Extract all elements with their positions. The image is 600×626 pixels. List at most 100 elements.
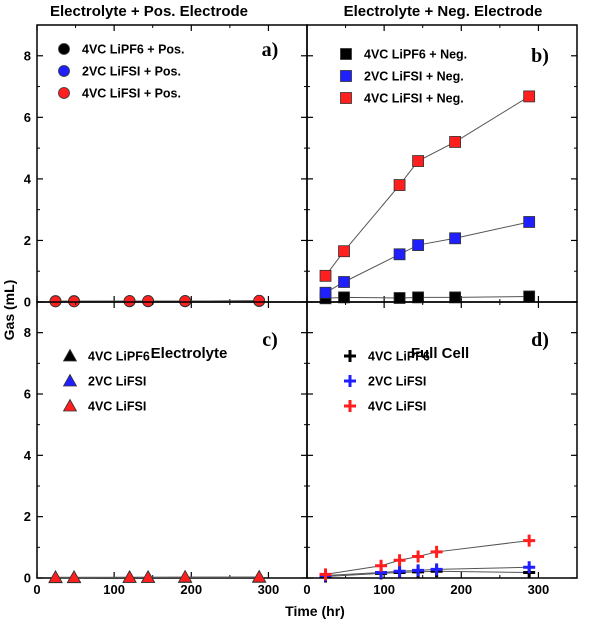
legend-entry: 4VC LiPF6 + Neg. — [340, 48, 467, 62]
legend-label: 2VC LiFSI — [368, 375, 426, 389]
panel-letter: c) — [262, 329, 278, 351]
data-point — [393, 554, 406, 567]
data-point — [393, 565, 406, 578]
panel-frame — [306, 301, 578, 579]
series-3 — [48, 569, 267, 583]
x-tick-label: 300 — [258, 582, 280, 597]
data-point — [449, 136, 462, 148]
panel-letter: a) — [262, 39, 279, 61]
legend-entry: 2VC LiFSI + Pos. — [58, 65, 181, 79]
data-point — [523, 534, 536, 547]
legend-label: 2VC LiFSI — [88, 375, 146, 389]
y-tick-label: 4 — [24, 448, 32, 463]
x-tick-label: 0 — [33, 582, 40, 597]
panel-title: Electrolyte — [151, 345, 228, 362]
data-point — [338, 291, 350, 304]
y-tick-label: 6 — [24, 387, 31, 402]
legend-marker — [58, 65, 70, 77]
data-point — [177, 569, 193, 583]
data-point — [319, 568, 332, 581]
data-point — [523, 561, 536, 574]
data-point — [412, 550, 425, 563]
y-tick-label: 4 — [24, 171, 32, 186]
data-point — [393, 248, 406, 261]
data-point — [449, 291, 462, 304]
series-3 — [319, 90, 536, 282]
data-point — [142, 295, 154, 307]
series-line — [325, 570, 530, 577]
data-point — [179, 295, 192, 307]
legend-marker — [62, 398, 78, 412]
panel-letter: d) — [531, 329, 549, 351]
legend-entry: 4VC LiFSI + Neg. — [340, 92, 464, 106]
x-tick-label: 200 — [450, 582, 472, 597]
data-point — [523, 216, 536, 228]
data-point — [319, 269, 332, 282]
series-line — [325, 540, 530, 575]
data-point — [123, 295, 136, 307]
legend-entry: 2VC LiFSI — [62, 373, 146, 389]
legend-label: 4VC LiFSI — [368, 400, 426, 414]
y-tick-label: 2 — [24, 233, 31, 248]
legend-label: 4VC LiPF6 — [368, 350, 430, 364]
series-line — [325, 566, 530, 577]
data-point — [449, 232, 462, 245]
data-point — [523, 90, 536, 103]
legend-marker — [62, 348, 78, 362]
data-point — [253, 294, 266, 307]
data-point — [412, 291, 424, 304]
panel-a: 0 2 4 6 8 Electrolyte + Pos. Electrode a) 4VC L… — [24, 3, 308, 310]
legend-entry: 4VC LiFSI + Pos. — [58, 87, 181, 101]
legend-label: 2VC LiFSI + Pos. — [82, 65, 181, 79]
legend-marker — [340, 48, 352, 60]
x-axis-label: Time (hr) — [285, 603, 345, 619]
legend-entry: 4VC LiPF6 + Pos. — [58, 43, 184, 57]
legend-marker — [344, 375, 356, 387]
data-point — [251, 569, 267, 583]
data-point — [338, 245, 350, 258]
x-tick-label: 200 — [180, 582, 202, 597]
panel-title: Full Cell — [411, 345, 469, 362]
panel-letter: b) — [531, 45, 549, 67]
series-2 — [319, 216, 536, 299]
panels: 0 2 4 6 8 Electrolyte + Pos. Electrode a) 4VC L… — [24, 3, 578, 597]
x-tick-label: 300 — [528, 582, 550, 597]
series-3 — [319, 534, 536, 581]
series-3 — [49, 294, 266, 308]
data-point — [430, 545, 443, 558]
data-point — [393, 179, 406, 191]
legend-entry: 4VC LiPF6 — [344, 350, 430, 364]
data-point — [375, 559, 388, 572]
data-point — [319, 286, 332, 299]
panel-c: 0 100 200 300 0 2 4 6 8 Electrolyte c) 4VC LiPF6 2VC… — [24, 301, 308, 597]
y-tick-label: 0 — [24, 571, 31, 586]
data-point — [66, 570, 82, 583]
series-1 — [48, 569, 267, 583]
legend-entry: 2VC LiFSI + Neg. — [340, 70, 464, 84]
y-tick-label: 6 — [24, 110, 31, 125]
legend-entry: 4VC LiFSI — [344, 400, 426, 414]
legend-label: 2VC LiFSI + Neg. — [364, 70, 464, 84]
legend-entry: 4VC LiFSI — [62, 398, 146, 414]
panel-b: Electrolyte + Neg. Electrode b) 4VC LiPF6 … — [306, 3, 578, 305]
data-point — [393, 292, 406, 304]
legend-marker — [58, 87, 70, 99]
legend-marker — [344, 400, 356, 412]
legend-label: 4VC LiFSI + Pos. — [82, 87, 181, 101]
y-tick-label: 8 — [24, 325, 31, 340]
x-tick-label: 100 — [373, 582, 395, 597]
legend-marker — [344, 350, 356, 362]
legend-entry: 2VC LiFSI — [344, 375, 426, 389]
x-tick-label: 100 — [103, 582, 125, 597]
legend-label: 4VC LiPF6 + Pos. — [82, 43, 184, 57]
series-line — [325, 221, 530, 294]
legend-marker — [340, 70, 352, 82]
panel-d: 0 100 200 300 Full Cell d) 4VC LiPF6 2VC LiFSI 4… — [303, 301, 578, 597]
data-point — [430, 563, 443, 576]
x-tick-label: 0 — [303, 582, 310, 597]
legend-label: 4VC LiPF6 — [88, 350, 150, 364]
panel-title: Electrolyte + Pos. Electrode — [50, 3, 248, 20]
data-point — [412, 564, 425, 577]
legend-marker — [340, 92, 352, 104]
